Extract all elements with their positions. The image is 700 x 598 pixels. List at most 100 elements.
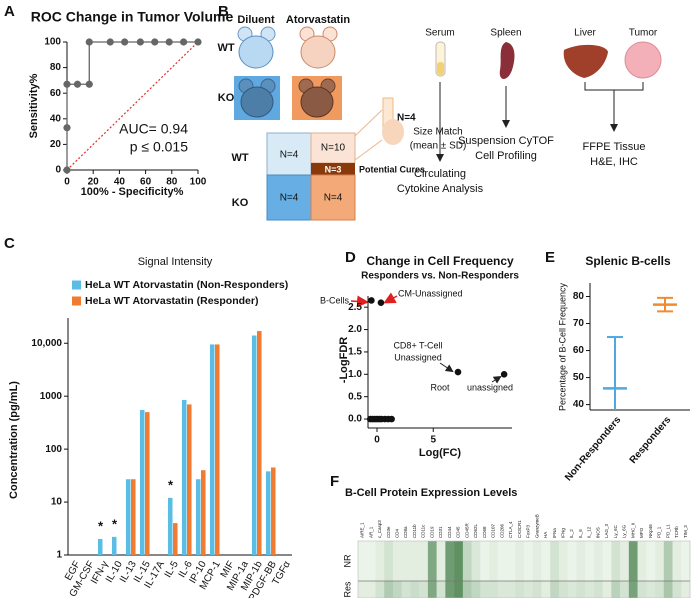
heat-cell: [427, 541, 437, 581]
heat-cell: [384, 541, 394, 581]
heat-cell: [375, 581, 385, 598]
point: [165, 38, 173, 46]
point-label: CD8+ T-Cell: [393, 340, 442, 350]
cell-label: N=4: [324, 193, 343, 204]
x-tick-label: 5: [430, 435, 436, 446]
heat-cell: [410, 541, 420, 581]
heat-cell: [436, 581, 446, 598]
annotation: Root: [430, 382, 450, 392]
y-tick-label: 1.0: [348, 369, 362, 380]
spleen-icon: [499, 42, 515, 79]
point: [73, 80, 82, 88]
point: [179, 38, 188, 46]
point-label: unassigned: [467, 382, 513, 392]
analysis-label: H&E, IHC: [590, 156, 638, 168]
column-label: MHC_II: [630, 523, 635, 538]
annotation: p ≤ 0.015: [130, 139, 188, 155]
column-label: IL_12: [587, 526, 592, 538]
study-design: Diluent Atorvastatin WT KO WT KO N=4 N=1…: [217, 14, 662, 221]
y-axis-label: Concentration (pg/mL): [8, 381, 20, 499]
y-axis-label: -LogFDR: [338, 337, 350, 383]
heat-cell: [655, 581, 665, 598]
heat-cell: [593, 541, 603, 581]
panel-label: A: [4, 3, 15, 20]
row-label: WT: [231, 152, 248, 164]
y-tick-label: 0.0: [348, 414, 362, 425]
heat-cell: [454, 541, 464, 581]
cell: [311, 163, 355, 175]
annotation: *: [112, 516, 118, 531]
bar: [209, 344, 215, 555]
heat-cell: [445, 541, 455, 581]
heat-cell: [401, 541, 411, 581]
heat-cell: [480, 581, 490, 598]
heat-cell: [672, 581, 682, 598]
reference-line: [66, 41, 199, 171]
heat-cell: [611, 541, 621, 581]
heat-cell: [550, 581, 560, 598]
y-tick-label: 50: [573, 372, 585, 383]
y-tick-label: 20: [50, 139, 62, 150]
analysis-label: FFPE Tissue: [583, 141, 646, 153]
y-tick-label: 80: [50, 62, 62, 73]
heat-cell: [637, 581, 647, 598]
column-label: CD11b: [412, 524, 417, 538]
column-label: NKp46: [648, 524, 653, 538]
heat-cell: [663, 541, 673, 581]
bar: [139, 409, 145, 555]
column-label: PD_L1: [665, 524, 670, 538]
point: [377, 299, 385, 307]
heat-cell: [681, 541, 691, 581]
sample-label: Serum: [425, 28, 454, 39]
point: [194, 38, 202, 46]
x-tick-label: Responders: [628, 414, 674, 466]
column-label: CD107: [491, 523, 496, 538]
heat-cell: [401, 581, 411, 598]
y-tick-label: 100: [45, 444, 62, 455]
heat-cell: [620, 541, 630, 581]
x-tick-label: Non-Responders: [563, 414, 623, 483]
panel-label: C: [4, 235, 15, 252]
point: [500, 371, 508, 378]
point: [85, 80, 93, 88]
column-label: GranzymeB: [534, 514, 539, 538]
sample-label: Liver: [574, 28, 596, 39]
column-label: AR_1: [368, 526, 373, 538]
heat-cell: [602, 581, 612, 598]
column-label: CD8a: [403, 526, 408, 538]
column-label: CD206: [499, 523, 504, 538]
column-label: PD_1: [657, 526, 662, 538]
column-label: MPO: [639, 527, 644, 538]
heat-cell: [593, 581, 603, 598]
heat-cell: [358, 541, 368, 581]
tumor-icon: [624, 41, 662, 79]
heat-cell: [419, 541, 429, 581]
x-tick-label: 20: [88, 177, 100, 188]
panel-label: D: [345, 249, 356, 266]
bar: [195, 479, 201, 555]
mouse: [299, 26, 338, 69]
annotation: AUC= 0.94: [119, 121, 188, 137]
bar: [111, 536, 117, 555]
column-label: LAG_3: [604, 523, 609, 538]
analysis-label: Circulating: [414, 168, 466, 180]
panel-label: F: [330, 473, 339, 490]
heat-cell: [585, 541, 595, 581]
y-tick-label: 2.5: [348, 302, 362, 313]
y-tick-label: 0.5: [348, 391, 362, 402]
y-tick-label: 100: [44, 37, 61, 48]
heat-cell: [358, 581, 368, 598]
heat-cell: [655, 541, 665, 581]
bar: [201, 470, 206, 555]
cell-label: N=3: [325, 164, 342, 174]
x-axis-label: 100% - Specificity%: [81, 186, 184, 198]
y-tick-label: 10,000: [31, 338, 62, 349]
heat-cell: [454, 581, 464, 598]
column-label: CD44: [447, 526, 452, 538]
pointer: [383, 292, 398, 304]
analysis-label: Suspension CyTOF: [458, 135, 554, 147]
analysis-label: Cell Profiling: [475, 150, 537, 162]
row-label: KO: [218, 92, 235, 104]
sample-label: Tumor: [629, 28, 658, 39]
